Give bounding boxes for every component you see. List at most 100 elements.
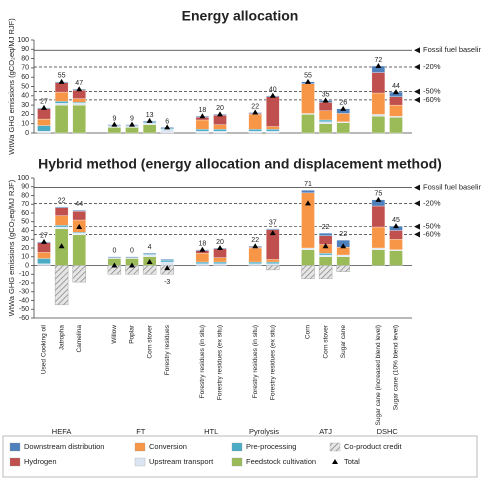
total-label: 4	[148, 244, 152, 251]
bar-segment	[371, 116, 386, 134]
x-tick-label: Corn stover	[146, 324, 153, 358]
total-label: 0	[112, 248, 116, 255]
bar-segment	[54, 104, 69, 134]
y-tick-label: 10	[21, 254, 29, 261]
bar-segment	[195, 261, 210, 264]
y-tick-label: 70	[21, 65, 29, 72]
bar-segment	[213, 248, 227, 258]
bar-segment	[54, 91, 69, 102]
y-tick-label: 80	[21, 55, 29, 62]
bar-segment	[37, 118, 51, 126]
total-label: 22	[339, 231, 347, 238]
y-tick-label: 40	[21, 227, 29, 234]
y-tick-label: 90	[21, 46, 29, 53]
bar-segment	[107, 256, 122, 258]
legend-label: Conversion	[149, 442, 187, 451]
bar-segment	[195, 119, 210, 130]
bar-segment	[389, 250, 403, 266]
total-label: 22	[251, 103, 259, 110]
reference-label: -60%	[423, 229, 441, 238]
y-tick-label: 20	[21, 245, 29, 252]
bar-segment	[54, 82, 69, 93]
legend-label: Downstream distribution	[24, 442, 104, 451]
y-tick-label: 90	[21, 184, 29, 191]
legend-swatch	[231, 457, 243, 467]
bar-segment	[72, 211, 86, 221]
reference-arrow	[414, 184, 420, 191]
x-tick-label: Sugar cane (increased blend level)	[375, 325, 382, 425]
total-label: 27	[40, 99, 48, 106]
bar-segment	[37, 130, 51, 134]
x-tick-label: Poplar	[129, 324, 136, 344]
bar-segment	[266, 259, 280, 263]
bar-segment	[195, 129, 210, 132]
reference-arrow	[414, 223, 420, 230]
total-label: 18	[199, 241, 207, 248]
bar-segment	[301, 265, 315, 279]
x-tick-label: Used Cooking oil	[41, 324, 48, 374]
bar-segment	[213, 257, 227, 263]
y-tick-label: 0	[25, 262, 29, 269]
bar-segment	[301, 114, 315, 134]
y-axis-label: WtWa GHG emissions (gCO₂eq/MJ RJF)	[7, 179, 16, 316]
bar-segment	[54, 215, 69, 226]
total-label: 35	[322, 91, 330, 98]
bar-segment	[266, 130, 280, 134]
bar-segment	[160, 129, 174, 134]
reference-label: -50%	[423, 222, 441, 231]
reference-label: -60%	[423, 95, 441, 104]
group-label: HTL	[204, 427, 218, 436]
total-label: 44	[75, 201, 83, 208]
y-tick-label: 50	[21, 219, 29, 226]
total-label: 45	[392, 217, 400, 224]
y-tick-label: -30	[19, 289, 29, 296]
y-tick-label: -40	[19, 297, 29, 304]
bar-segment	[54, 101, 69, 104]
bar-segment	[248, 114, 262, 130]
total-label: 22	[251, 237, 259, 244]
reference-label: -50%	[423, 87, 441, 96]
bar-segment	[125, 256, 139, 258]
total-marker	[252, 109, 259, 115]
y-tick-label: -50	[19, 306, 29, 313]
total-label: 47	[75, 80, 83, 87]
total-marker	[164, 265, 171, 271]
legend-box	[2, 435, 478, 478]
total-label: 20	[216, 239, 224, 246]
legend-swatch	[231, 442, 243, 452]
bar-segment	[248, 130, 262, 134]
x-tick-label: Sugar cane (10% blend level)	[393, 325, 400, 410]
total-label: 55	[58, 73, 66, 80]
bar-segment	[37, 108, 51, 120]
reference-arrow	[414, 200, 420, 207]
reference-arrow	[414, 63, 420, 70]
bar-segment	[213, 261, 227, 264]
x-tick-label: Forestry residues (in situ)	[199, 325, 206, 398]
bar-segment	[213, 129, 227, 132]
bar-segment	[336, 254, 350, 257]
reference-arrow	[414, 96, 420, 103]
y-tick-label: 30	[21, 102, 29, 109]
x-tick-label: Corn stover	[322, 324, 329, 358]
total-label: 9	[130, 115, 134, 122]
total-marker	[146, 117, 153, 123]
y-tick-label: 80	[21, 192, 29, 199]
bar-segment	[213, 263, 227, 266]
group-label: HEFA	[52, 427, 72, 436]
x-tick-label: Willow	[111, 325, 118, 344]
bar-segment	[336, 265, 350, 272]
x-tick-label: Forestry residues (ex situ)	[217, 325, 224, 400]
bar-segment	[248, 261, 262, 264]
bar-segment	[54, 226, 69, 229]
y-tick-label: 60	[21, 210, 29, 217]
bar-segment	[54, 207, 69, 216]
chart-title: Hybrid method (energy allocation and dis…	[38, 156, 442, 172]
total-label: 44	[392, 83, 400, 90]
bar-segment	[142, 254, 157, 257]
bar-segment	[72, 104, 86, 134]
bar-segment	[37, 125, 51, 132]
bar-segment	[72, 98, 86, 103]
total-marker	[164, 124, 171, 130]
bar-segment	[37, 252, 51, 259]
total-marker	[41, 104, 47, 110]
